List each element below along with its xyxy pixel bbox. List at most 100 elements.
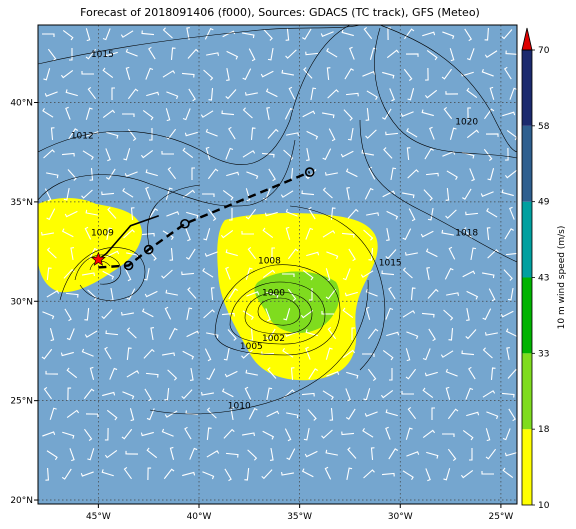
wind-barb [465,387,474,400]
wind-barb [345,92,359,97]
wind-barb [365,288,378,297]
wind-barb [122,113,135,117]
wind-barb [386,49,400,59]
wind-barb [344,68,354,80]
colorbar-tick-label: 33 [538,349,549,359]
wind-barb [44,91,58,97]
wind-barb [303,67,313,79]
wind-barb [305,51,319,56]
wind-barb [85,209,98,216]
wind-barb [505,252,517,256]
wind-barb [61,228,74,238]
wind-barb [228,288,239,300]
wind-barb [187,287,197,299]
wind-barb [181,271,195,276]
wind-barb [69,48,73,61]
wind-barb [224,370,238,378]
wind-barb [162,230,174,241]
wind-barb [185,248,196,260]
wind-barb [126,327,137,339]
wind-barb [444,267,454,280]
wind-barb [446,170,458,180]
wind-barb [481,471,494,475]
wind-barb [225,452,239,458]
wind-barb [206,407,217,419]
wind-barb [329,407,334,421]
wind-barb [302,269,314,281]
wind-barb [483,148,493,162]
wind-barb [385,409,398,417]
wind-barb [181,72,195,78]
wind-barb [383,147,393,159]
wind-barb [407,169,419,179]
wind-barb [227,329,237,341]
wind-barb [506,346,510,360]
isobar-label: 1015 [379,258,402,268]
wind-barb [206,368,216,381]
wind-barb [85,413,99,418]
wind-barb [125,48,138,57]
wind-barb [405,348,411,362]
wind-barb [445,368,458,377]
wind-barb [325,268,331,282]
wind-barb [208,87,214,101]
wind-barb [267,47,274,61]
wind-barb [144,388,152,402]
wind-barb [324,172,338,176]
wind-barb [301,190,315,196]
wind-barb [165,187,173,200]
wind-barb [88,247,98,260]
wind-barb [200,110,214,118]
wind-barb [140,431,154,437]
wind-barb [448,246,456,260]
wind-barb [101,309,113,320]
wind-barb [141,30,155,36]
wind-barb [64,308,72,322]
wind-barb [189,447,198,460]
wind-barb [46,267,52,281]
wind-barb [161,151,174,155]
isobar-label: 1018 [455,229,478,239]
wind-barb [41,348,53,360]
x-tick-label: 35°W [287,512,312,522]
wind-barb [351,327,355,340]
wind-barb [65,292,79,298]
wind-barb [366,212,380,216]
wind-barb [105,168,116,180]
wind-barb [325,449,338,456]
wind-barb [487,168,495,181]
x-tick-label: 25°W [488,512,513,522]
wind-barb [207,208,217,222]
wind-barb [162,27,173,39]
wind-barb [382,190,396,198]
wind-barb [305,227,314,240]
wind-barb [49,328,55,342]
wind-barb [480,191,494,197]
wind-barb [121,428,133,440]
wind-barb [106,227,113,240]
wind-barb [182,350,195,360]
wind-barb [304,450,318,458]
wind-barb [442,433,455,437]
wind-barb [42,431,56,437]
colorbar-band [522,353,532,430]
wind-barb [461,350,475,356]
wind-barb [325,347,333,360]
wind-barb [382,71,395,79]
wind-barb [146,408,155,421]
wind-barb [225,266,231,280]
wind-barb [50,127,55,141]
wind-barb [402,228,412,241]
wind-barb [467,107,471,121]
wind-barb [61,152,75,157]
wind-barb [46,290,60,298]
wind-barb [248,407,258,420]
wind-barb [188,88,196,102]
wind-barb [87,448,95,461]
wind-barb [269,447,274,461]
wind-barb [262,269,276,279]
isobar-label: 1015 [91,50,114,60]
wind-barb [442,31,455,40]
y-tick-label: 25°N [10,397,33,407]
